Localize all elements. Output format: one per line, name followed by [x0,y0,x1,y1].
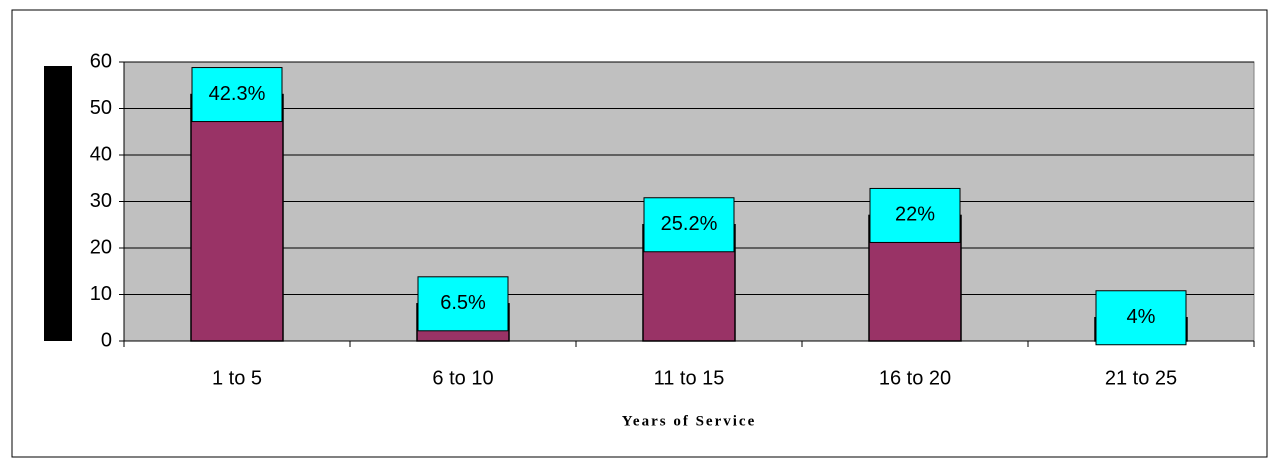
x-tick-label: 21 to 25 [1105,367,1177,389]
x-tick-label: 6 to 10 [432,367,493,389]
y-tick-label: 40 [90,143,112,165]
x-tick-label: 16 to 20 [879,367,951,389]
y-tick-label: 10 [90,283,112,305]
y-tick-label: 0 [101,329,112,351]
x-axis-title: Years of Service [622,413,756,429]
annotation-box [1095,290,1187,346]
annotation-box [643,197,735,253]
y-tick-label: 60 [90,50,112,72]
y-tick-label: 50 [90,97,112,119]
x-tick-label: 11 to 15 [654,367,725,389]
annotation-box [417,276,509,332]
y-tick-label: 30 [90,190,112,212]
annotation-box [191,67,283,123]
y-tick-label: 20 [90,236,112,258]
x-tick-label: 1 to 5 [212,367,262,389]
annotation: 25.2% [661,213,718,235]
annotation: 22% [895,204,935,226]
axis-title-box [44,66,72,341]
annotation: 6.5% [440,292,486,314]
annotation: 4% [1127,306,1156,328]
annotation-box [869,187,961,243]
bar [190,93,284,342]
annotation: 42.3% [209,83,266,105]
